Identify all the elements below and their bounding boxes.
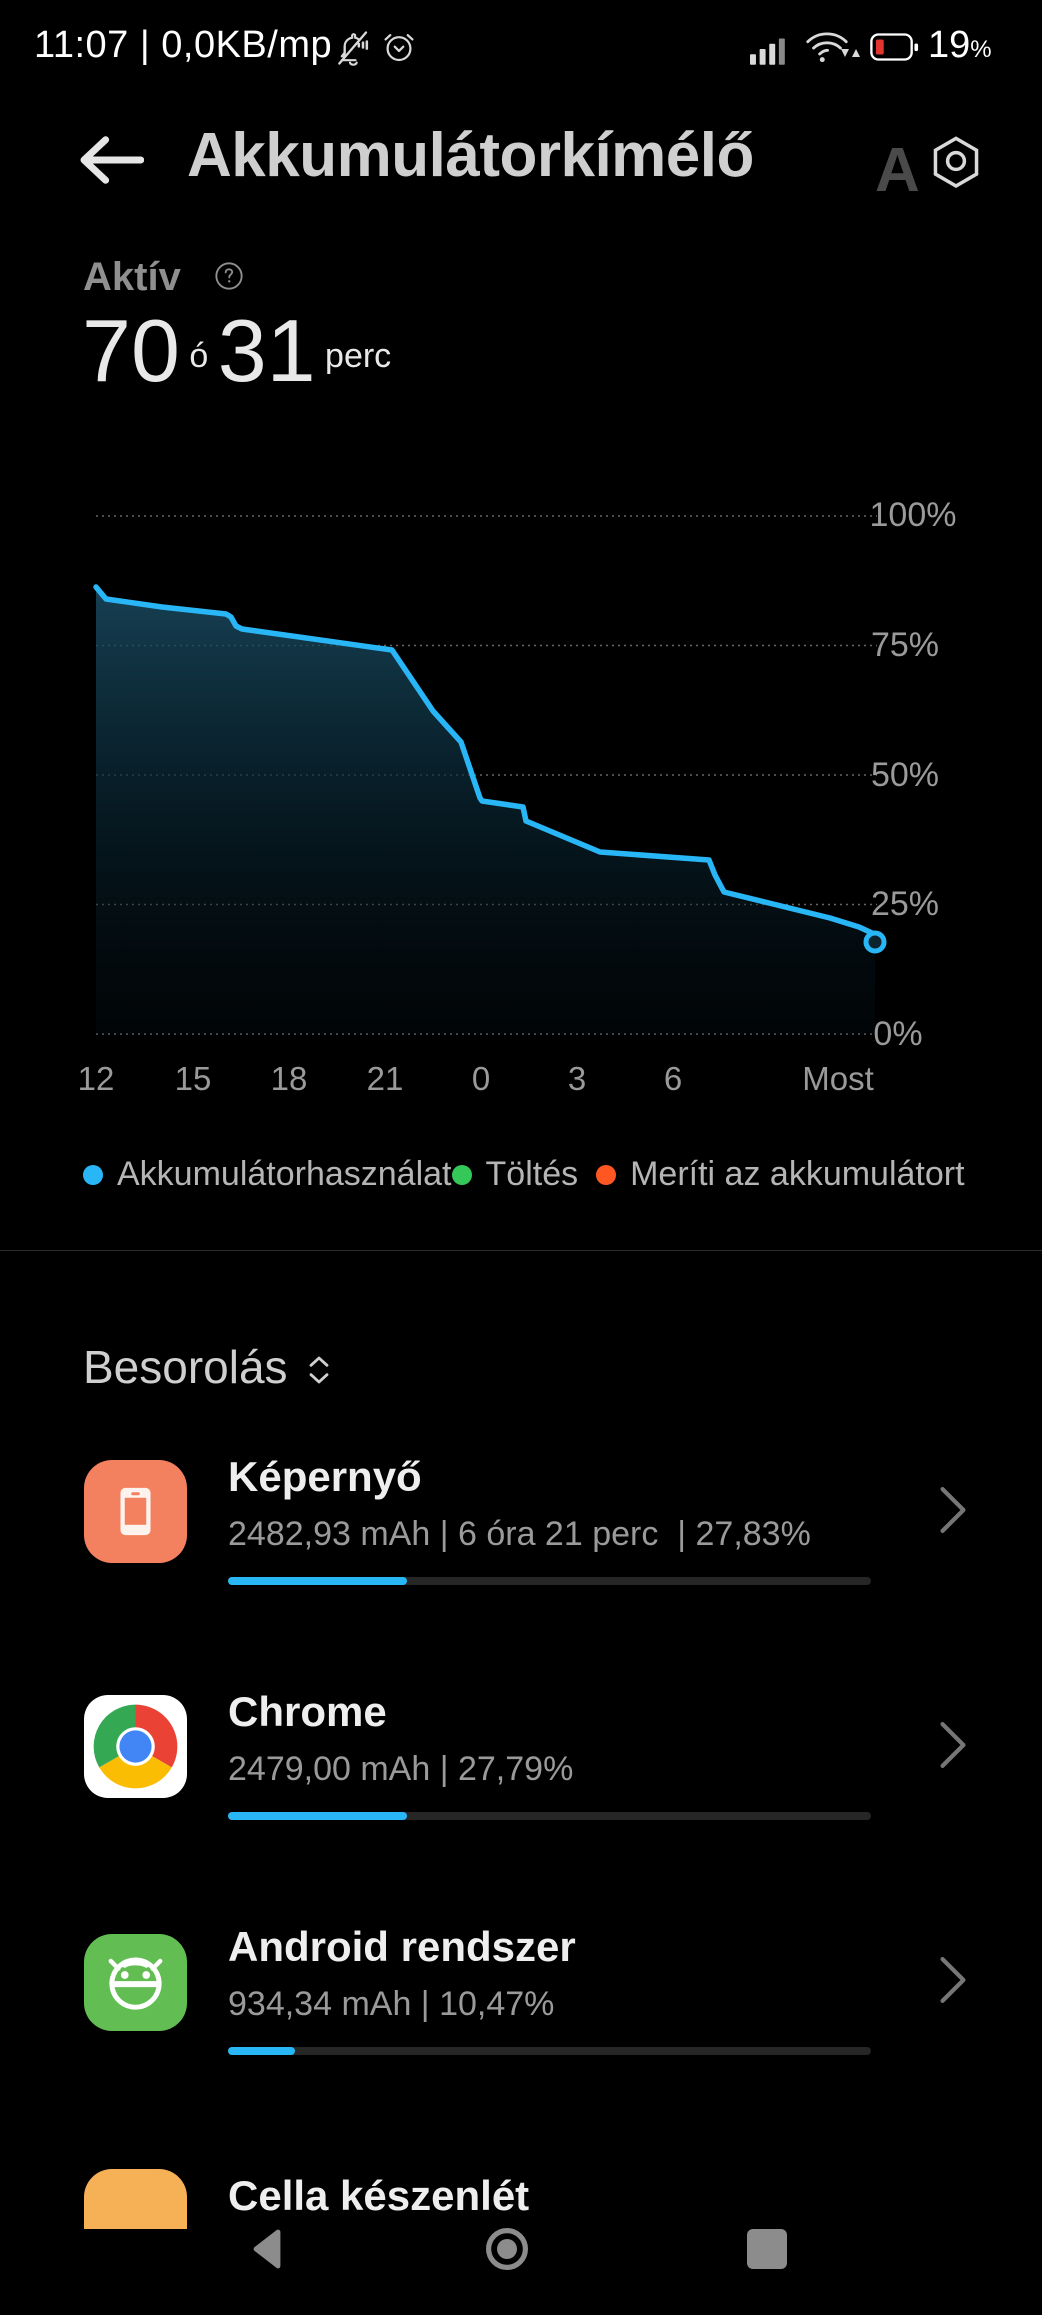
svg-text:21: 21 [367, 1060, 404, 1097]
svg-text:0: 0 [472, 1060, 490, 1097]
svg-text:15: 15 [175, 1060, 212, 1097]
svg-text:25%: 25% [871, 885, 939, 923]
svg-text:75%: 75% [871, 626, 939, 664]
svg-text:100%: 100% [870, 496, 957, 534]
svg-text:Most: Most [802, 1060, 874, 1097]
svg-text:3: 3 [568, 1060, 586, 1097]
svg-text:12: 12 [78, 1060, 115, 1097]
svg-text:18: 18 [271, 1060, 308, 1097]
svg-text:6: 6 [664, 1060, 682, 1097]
svg-text:50%: 50% [871, 756, 939, 794]
svg-text:0%: 0% [873, 1015, 922, 1053]
